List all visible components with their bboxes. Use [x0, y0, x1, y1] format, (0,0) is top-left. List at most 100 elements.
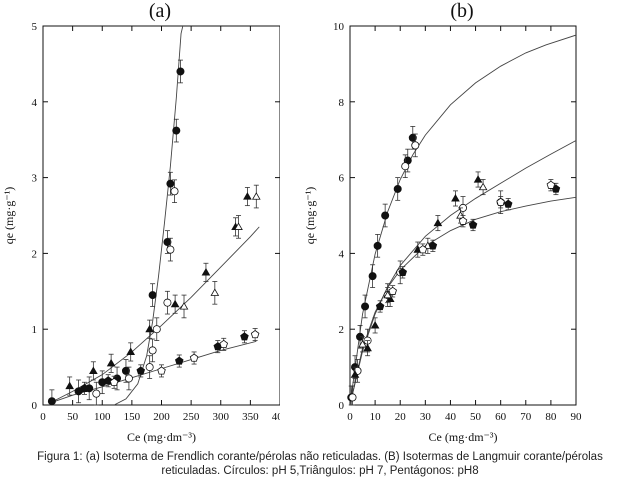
data-point: [428, 241, 438, 250]
x-tick-label: 90: [571, 411, 583, 423]
data-point: [243, 192, 252, 200]
data-point: [92, 389, 101, 398]
fit-curve: [48, 226, 260, 404]
data-point: [210, 288, 220, 296]
x-tick-label: 80: [545, 411, 557, 423]
x-tick-label: 350: [242, 411, 259, 423]
data-point: [103, 376, 113, 385]
data-point: [172, 126, 181, 135]
data-point: [145, 363, 154, 372]
series-triangle-open: [358, 179, 488, 353]
x-tick-label: 40: [445, 411, 457, 423]
x-tick-label: 100: [94, 411, 111, 423]
y-tick-label: 0: [32, 400, 38, 412]
data-point: [361, 302, 370, 311]
data-point: [348, 393, 357, 402]
series-pentagon-filled: [375, 182, 561, 313]
x-tick-label: 10: [370, 411, 382, 423]
fit-curve: [113, 26, 184, 405]
series-circle-filled: [47, 59, 185, 406]
caption-line-2: reticuladas. Círculos: pH 5,Triângulos: …: [161, 465, 479, 477]
data-point: [393, 184, 402, 193]
data-point: [496, 197, 505, 206]
x-tick-label: 70: [520, 411, 532, 423]
y-tick-label: 1: [32, 324, 38, 336]
data-point: [458, 216, 468, 225]
fit-curve: [350, 34, 576, 405]
y-tick-label: 4: [339, 248, 345, 260]
data-point: [89, 366, 98, 374]
data-point: [136, 366, 146, 375]
y-tick-label: 2: [339, 324, 345, 336]
data-point: [65, 381, 74, 390]
data-point: [398, 267, 408, 276]
data-point: [240, 332, 249, 341]
data-point: [170, 299, 180, 308]
series-triangle-filled: [350, 171, 483, 383]
data-point: [401, 162, 410, 171]
data-point: [189, 353, 199, 362]
series-pentagon-open: [109, 328, 260, 389]
data-point: [145, 324, 154, 333]
y-tick-label: 4: [32, 97, 38, 109]
y-tick-label: 6: [339, 173, 345, 185]
data-point: [373, 241, 382, 250]
data-point: [109, 377, 119, 386]
data-point: [163, 298, 172, 307]
y-tick-label: 0: [339, 400, 345, 412]
chart-panel-a: 0 50 100 150 200 250 300 350 400 0 1 2 3 4 5 Ce (mg·dm⁻…: [2, 21, 280, 444]
data-point: [350, 370, 360, 378]
data-point: [503, 199, 513, 208]
data-point: [219, 339, 228, 349]
x-tick-label: 30: [420, 411, 432, 423]
data-point: [370, 321, 380, 329]
series-triangle-open: [179, 184, 261, 319]
x-tick-label: 50: [67, 411, 79, 423]
data-point: [433, 218, 443, 227]
data-point: [411, 141, 420, 150]
data-point: [234, 222, 243, 230]
panel-b-label: (b): [450, 0, 474, 22]
data-point: [126, 347, 136, 356]
data-point: [201, 267, 211, 276]
data-point: [148, 346, 157, 355]
data-point: [121, 366, 130, 375]
series-circle-open: [92, 179, 179, 406]
data-point: [408, 133, 417, 142]
data-point: [152, 325, 161, 334]
data-point: [166, 245, 175, 254]
y-tick-label: 2: [32, 248, 38, 260]
series-triangle-filled: [65, 187, 252, 396]
plot-frame: [349, 25, 577, 406]
data-point: [546, 180, 556, 189]
x-tick-label: 250: [183, 411, 200, 423]
series-pentagon-filled: [80, 330, 249, 395]
data-point: [383, 290, 392, 299]
y-axis-title: qe (mg·g⁻¹): [2, 187, 16, 245]
series-pentagon-open: [388, 179, 556, 298]
x-tick-label: 20: [395, 411, 407, 423]
y-tick-label: 5: [32, 21, 38, 33]
data-point: [381, 211, 390, 220]
data-point: [124, 374, 133, 383]
data-point: [478, 182, 488, 191]
chart-panel-b: 0 10 20 30 40 50 60 70 80 90 0 2 4 6 8 10 Ce (mg·dm⁻³) qe…: [303, 21, 583, 444]
figure-caption: Figura 1: (a) Isoterma de Frendlich cora…: [0, 450, 640, 478]
caption-line-1: Figura 1: (a) Isoterma de Frendlich cora…: [37, 451, 603, 463]
data-point: [106, 358, 116, 367]
data-point: [157, 366, 166, 375]
data-point: [170, 187, 179, 196]
x-tick-label: 50: [470, 411, 482, 423]
data-point: [473, 175, 483, 183]
data-point: [368, 272, 377, 281]
x-tick-label: 0: [40, 411, 46, 423]
data-point: [80, 383, 89, 392]
x-tick-label: 400: [272, 411, 280, 423]
fit-curve: [350, 196, 576, 405]
x-axis-title: Ce (mg·dm⁻³): [127, 430, 196, 444]
plot-frame: [42, 25, 280, 406]
data-point: [163, 238, 172, 247]
y-tick-label: 10: [333, 21, 345, 33]
y-tick-label: 8: [339, 97, 345, 109]
